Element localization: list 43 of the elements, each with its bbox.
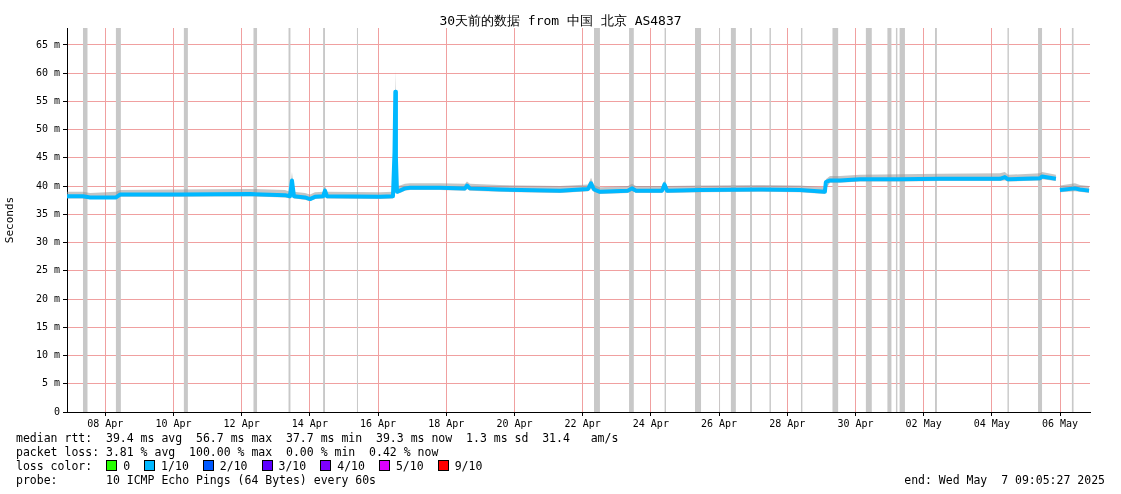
text: end: Wed May 7 09:05:27 2025 [904, 473, 1105, 487]
x-tick-label: 16 Apr [359, 417, 397, 429]
text: 2/10 [219, 459, 248, 473]
x-tick-label: 30 Apr [837, 417, 874, 429]
x-tick-label: 04 May [973, 417, 1010, 429]
y-tick-label: 60 m [35, 66, 60, 78]
x-tick-label: 26 Apr [700, 417, 738, 429]
y-axis-title: Seconds [3, 196, 17, 244]
x-tick-label: 06 May [1041, 417, 1079, 429]
text: 4/10 [337, 459, 365, 473]
x-tick-label: 10 Apr [155, 417, 192, 429]
x-tick-label: 12 Apr [223, 417, 260, 429]
x-tick-label: 24 Apr [632, 417, 669, 429]
y-tick-label: 5 m [41, 377, 60, 389]
y-tick-label: 25 m [35, 264, 60, 276]
y-tick-label: 50 m [35, 123, 60, 135]
text: median rtt: 39.4 ms avg 56.7 ms max 37.7 ms min 39.3 ms now 1.3 ms sd 31.4 am/s [16, 431, 619, 445]
y-tick-label: 15 m [35, 320, 60, 332]
y-tick-label: 40 m [35, 179, 60, 191]
x-tick-label: 02 May [905, 417, 942, 429]
text: 5/10 [395, 459, 424, 473]
x-tick-label: 28 Apr [769, 417, 806, 429]
y-tick-label: 30 m [35, 236, 60, 248]
y-tick-label: 35 m [35, 207, 60, 219]
text: loss color: [16, 459, 93, 473]
y-tick-label: 10 m [35, 349, 60, 361]
chart-title: 30天前的数据 from 中国 北京 AS4837 [438, 12, 683, 30]
y-tick-label: 65 m [35, 38, 60, 50]
text: probe: 10 ICMP Echo Pings (64 Bytes) every 60s [16, 473, 377, 487]
text: packet loss: 3.81 % avg 100.00 % max 0.00 % min 0.42 % now [16, 445, 439, 459]
y-tick-label: 0 [53, 405, 60, 417]
text: 1/10 [161, 459, 189, 473]
text: 0 [123, 459, 131, 473]
text: 9/10 [454, 459, 483, 473]
x-tick-label: 18 Apr [428, 417, 465, 429]
y-tick-label: 45 m [35, 151, 60, 163]
y-tick-label: 20 m [35, 292, 60, 304]
x-tick-label: 22 Apr [564, 417, 601, 429]
x-tick-label: 08 Apr [87, 417, 124, 429]
text: 3/10 [278, 459, 307, 473]
x-tick-label: 14 Apr [291, 417, 328, 429]
y-tick-label: 55 m [35, 95, 60, 107]
x-tick-label: 20 Apr [496, 417, 533, 429]
